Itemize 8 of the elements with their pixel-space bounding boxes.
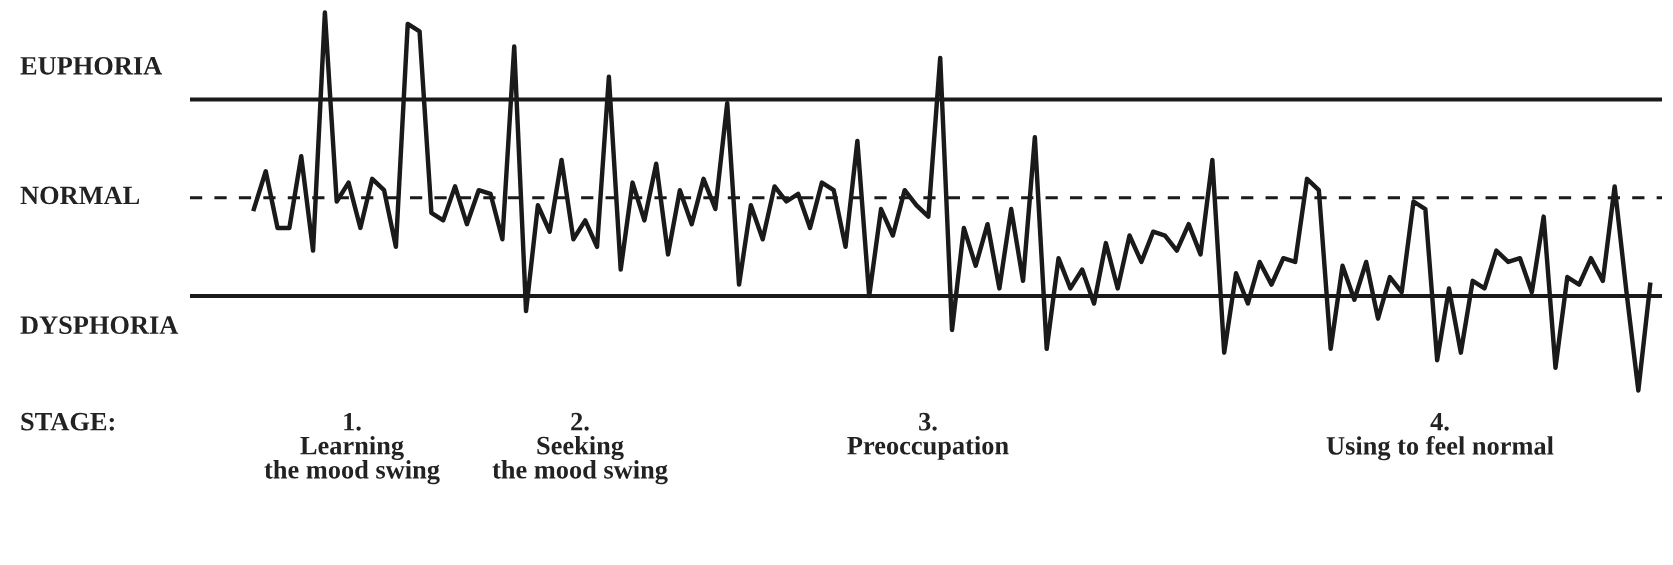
ref-line-label: NORMAL <box>20 186 140 205</box>
text: 2. Seeking the mood swing <box>492 412 668 485</box>
ref-line-label: DYSPHORIA <box>20 316 179 334</box>
text: 1. Learning the mood swing <box>264 412 440 485</box>
text: STAGE: <box>21 412 114 431</box>
text: 3. Preoccupation <box>847 412 1009 460</box>
text: 4. Using to feel normal <box>1326 412 1554 461</box>
ref-line-label: EUPHORIA <box>20 56 163 75</box>
